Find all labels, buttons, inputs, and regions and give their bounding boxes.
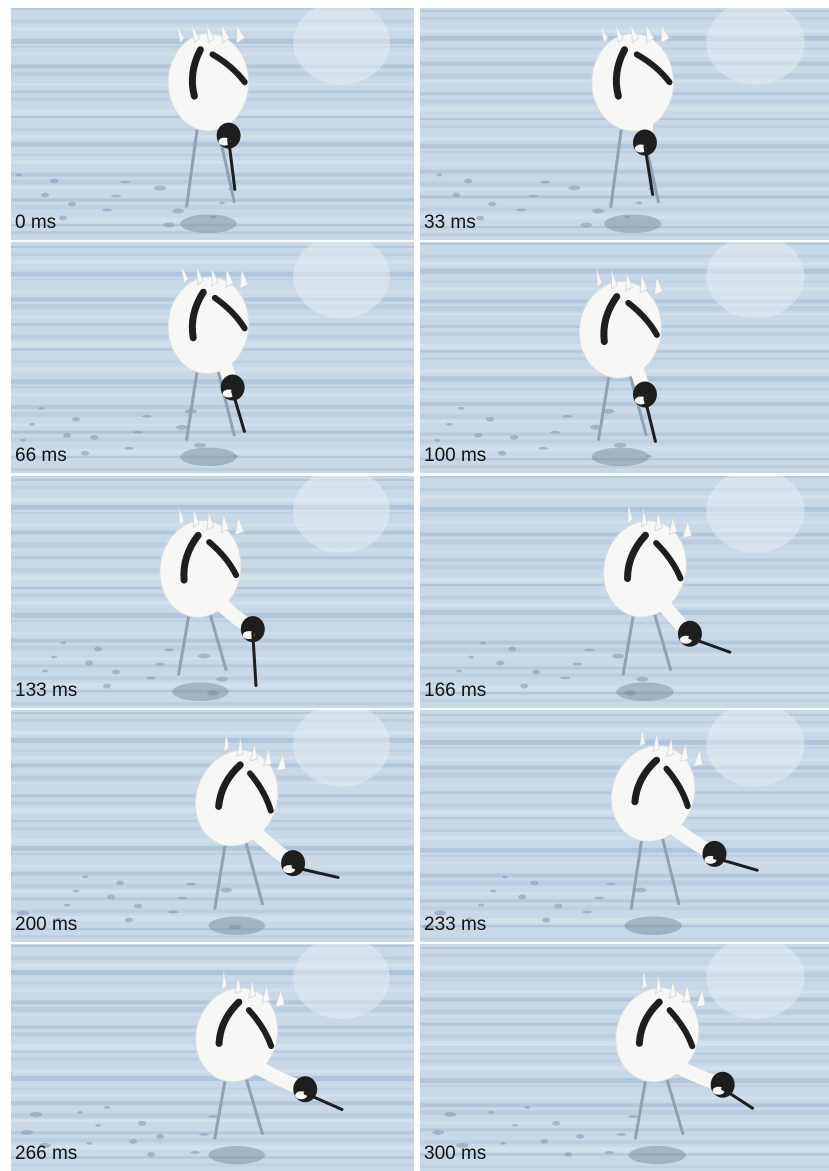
- avocet-photo: [11, 242, 414, 473]
- photo-frame: 133 ms: [11, 476, 414, 708]
- photo-frame: 300 ms: [420, 944, 829, 1171]
- avocet-photo: [420, 710, 829, 942]
- avocet-photo: [11, 710, 414, 942]
- avocet-photo: [420, 944, 829, 1171]
- time-label: 200 ms: [15, 914, 78, 935]
- photo-frame: 100 ms: [420, 242, 829, 473]
- time-label: 66 ms: [15, 445, 67, 466]
- avocet-photo: [11, 476, 414, 708]
- photo-frame: 33 ms: [420, 8, 829, 240]
- photo-frame: 0 ms: [11, 8, 414, 240]
- time-label: 166 ms: [424, 680, 487, 701]
- avocet-photo: [11, 944, 414, 1171]
- time-label: 300 ms: [424, 1143, 487, 1164]
- photo-frame: 200 ms: [11, 710, 414, 942]
- time-label: 266 ms: [15, 1143, 78, 1164]
- photo-frame: 66 ms: [11, 242, 414, 473]
- photo-frame: 166 ms: [420, 476, 829, 708]
- time-label: 100 ms: [424, 445, 487, 466]
- avocet-photo: [11, 8, 414, 240]
- time-label: 133 ms: [15, 680, 78, 701]
- time-label: 233 ms: [424, 914, 487, 935]
- photo-frame: 233 ms: [420, 710, 829, 942]
- avocet-photo: [420, 242, 829, 473]
- time-label: 0 ms: [15, 212, 57, 233]
- avocet-photo: [420, 8, 829, 240]
- time-label: 33 ms: [424, 212, 476, 233]
- photo-frame: 266 ms: [11, 944, 414, 1171]
- avocet-photo: [420, 476, 829, 708]
